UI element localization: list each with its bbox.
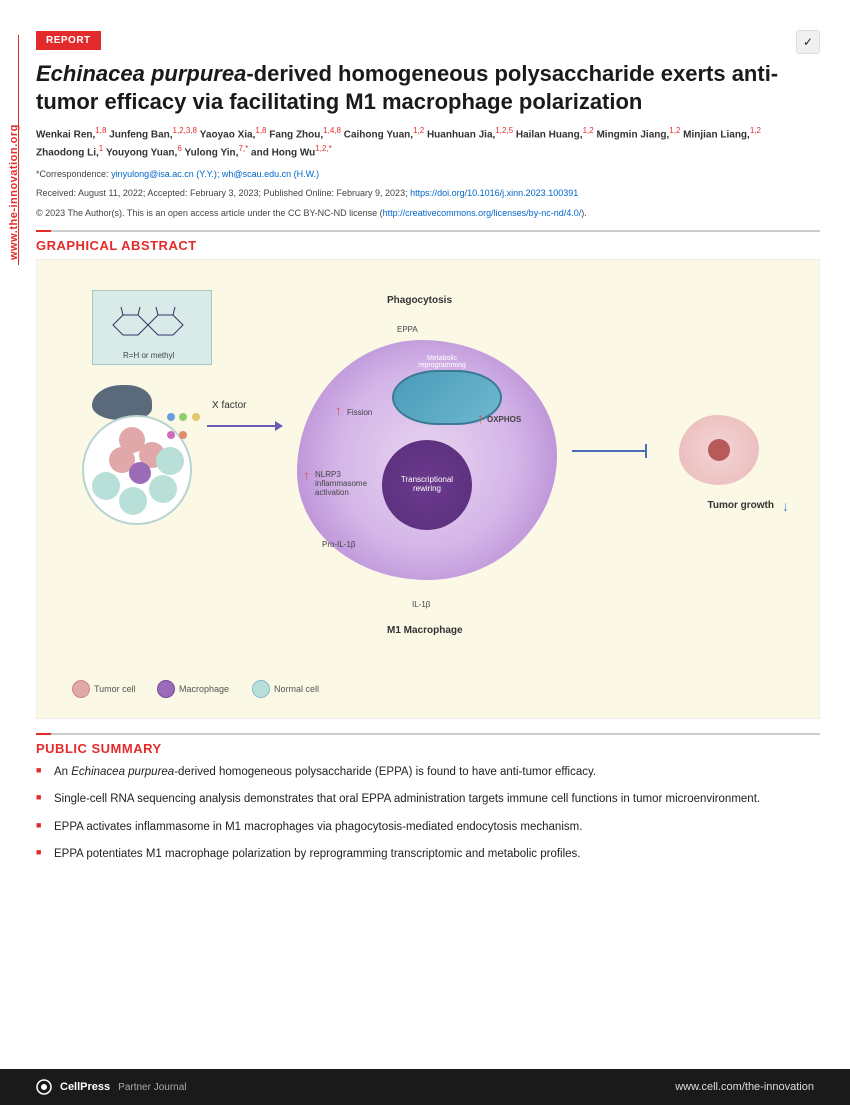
arrow-to-cell (207, 425, 277, 427)
il1b-label: IL-1β (412, 600, 430, 609)
main-content: REPORT ✓ Echinacea purpurea-derived homo… (36, 30, 820, 873)
summary-list: An Echinacea purpurea-derived homogeneou… (36, 764, 820, 863)
divider-2 (36, 733, 820, 735)
chemical-structure-icon (93, 295, 213, 355)
copyright-line: © 2023 The Author(s). This is an open ac… (36, 207, 820, 221)
author-list: Wenkai Ren,1,8 Junfeng Ban,1,2,3,8 Yaoya… (36, 125, 820, 162)
legend-tumor-cell: Tumor cell (72, 680, 136, 698)
tumor-down-arrow-icon: ↓ (782, 498, 789, 514)
eppa-small-label: EPPA (397, 325, 418, 334)
proil-label: Pro-IL-1β (322, 540, 356, 549)
summary-item: Single-cell RNA sequencing analysis demo… (36, 791, 820, 808)
summary-item: An Echinacea purpurea-derived homogeneou… (36, 764, 820, 781)
footer-partner: Partner Journal (118, 1082, 186, 1093)
summary-item: EPPA activates inflammasome in M1 macrop… (36, 819, 820, 836)
article-title: Echinacea purpurea-derived homogeneous p… (36, 60, 820, 115)
tumor-mass-icon (679, 415, 759, 485)
page-footer: CellPress Partner Journal www.cell.com/t… (0, 1069, 850, 1105)
legend-macrophage: Macrophage (157, 680, 229, 698)
title-italic-species: Echinacea purpurea (36, 61, 246, 86)
summary-item: EPPA potentiates M1 macrophage polarizat… (36, 846, 820, 863)
transcriptional-label: Transcriptional rewiring (395, 475, 459, 493)
correspondence-line: *Correspondence: yinyulong@isa.ac.cn (Y.… (36, 168, 820, 182)
particles-icon (167, 408, 200, 444)
metabolic-label: Metabolic reprogramming (412, 355, 472, 369)
correspondence-emails[interactable]: yinyulong@isa.ac.cn (Y.Y.); wh@scau.edu.… (111, 169, 319, 179)
m1-label: M1 Macrophage (387, 625, 463, 636)
cellpress-logo-icon (36, 1079, 52, 1095)
phagocytosis-label: Phagocytosis (387, 295, 452, 306)
divider-1 (36, 230, 820, 232)
mitochondria-icon (392, 370, 502, 425)
doi-link[interactable]: https://doi.org/10.1016/j.xinn.2023.1003… (410, 188, 578, 198)
fission-up-arrow-icon: ↑ (335, 402, 342, 418)
chemical-structure-box: R=H or methyl (92, 290, 212, 365)
oxphos-label: OXPHOS (487, 415, 521, 424)
tumor-growth-label: Tumor growth (708, 500, 774, 511)
xfactor-label: X factor (212, 400, 246, 411)
dates-line: Received: August 11, 2022; Accepted: Feb… (36, 187, 820, 201)
license-link[interactable]: http://creativecommons.org/licenses/by-n… (383, 208, 582, 218)
nlrp3-label: NLRP3 inflammasome activation (315, 470, 385, 497)
report-badge: REPORT (36, 31, 101, 50)
fission-label: Fission (347, 408, 372, 417)
oxphos-up-arrow-icon: ↑ (477, 410, 484, 426)
sidebar-url: www.the-innovation.org (8, 124, 20, 260)
crossmark-icon[interactable]: ✓ (796, 30, 820, 54)
footer-brand: CellPress (60, 1081, 110, 1093)
nlrp3-up-arrow-icon: ↑ (303, 467, 310, 483)
public-summary-heading: PUBLIC SUMMARY (36, 741, 820, 756)
graphical-abstract-heading: GRAPHICAL ABSTRACT (36, 238, 820, 253)
legend-normal-cell: Normal cell (252, 680, 319, 698)
graphical-abstract-figure: R=H or methyl (36, 259, 820, 719)
footer-url: www.cell.com/the-innovation (675, 1081, 814, 1093)
inhibit-arrow (572, 450, 647, 452)
